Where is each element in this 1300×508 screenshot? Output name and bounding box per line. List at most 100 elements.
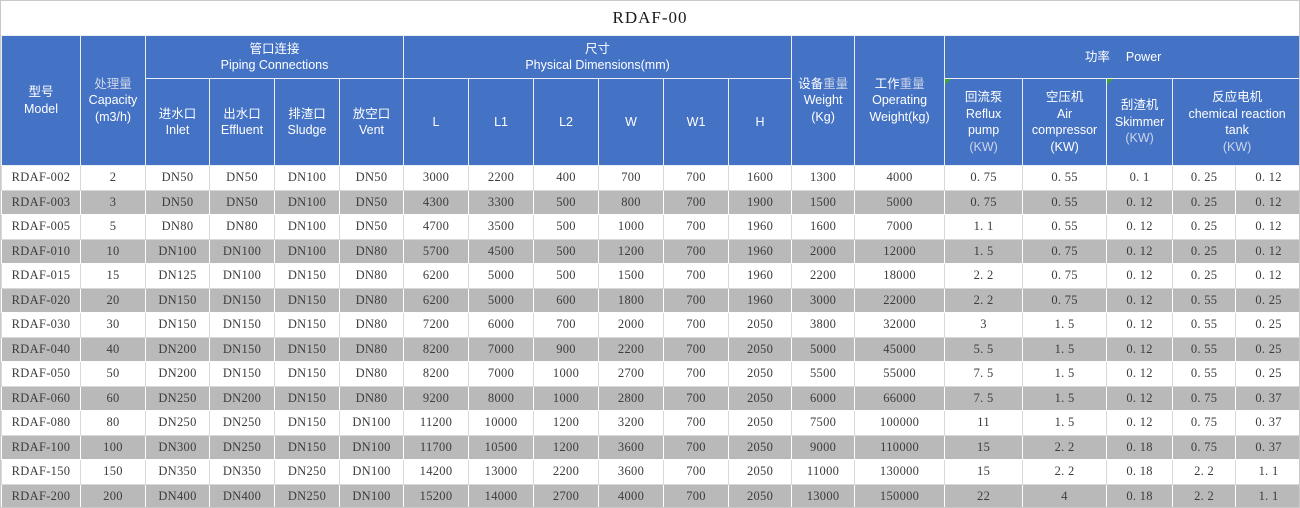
- col-header-L: L: [403, 78, 470, 166]
- cell-reaction-tank-2: 0. 37: [1235, 434, 1299, 460]
- cell-reflux-pump: 0. 75: [944, 165, 1024, 191]
- cell-W: 1500: [598, 263, 665, 289]
- cell-weight: 11000: [791, 459, 856, 485]
- cell-L: 9200: [403, 385, 470, 411]
- cell-L: 8200: [403, 336, 470, 362]
- cell-operating-weight: 18000: [854, 263, 946, 289]
- cell-effluent: DN150: [209, 287, 275, 313]
- cell-air-compressor: 1. 5: [1022, 336, 1108, 362]
- cell-capacity: 10: [80, 238, 146, 264]
- cell-W: 2000: [598, 312, 665, 338]
- cell-reflux-pump: 15: [944, 434, 1024, 460]
- cell-operating-weight: 45000: [854, 336, 946, 362]
- cell-inlet: DN250: [145, 385, 210, 411]
- cell-operating-weight: 32000: [854, 312, 946, 338]
- cell-inlet: DN250: [145, 410, 210, 436]
- cell-H: 1900: [728, 189, 793, 215]
- cell-model: RDAF-060: [1, 385, 81, 411]
- header-group-row: 型号 Model 处理量 Capacity (m3/h) 管口连接 Piping…: [1, 35, 1299, 166]
- cell-skimmer: 0. 12: [1106, 238, 1174, 264]
- cell-vent: DN80: [338, 238, 405, 264]
- cell-weight: 1600: [791, 214, 856, 240]
- cell-vent: DN80: [338, 336, 405, 362]
- cell-L1: 3500: [468, 214, 535, 240]
- cell-L1: 8000: [468, 385, 535, 411]
- cell-sludge: DN100: [274, 214, 340, 240]
- cell-inlet: DN400: [145, 483, 210, 507]
- comment-triangle-icon: [1107, 79, 1114, 85]
- cell-air-compressor: 1. 5: [1022, 361, 1108, 387]
- cell-H: 1960: [728, 287, 793, 313]
- cell-sludge: DN250: [274, 459, 340, 485]
- cell-L2: 400: [533, 165, 600, 191]
- cell-skimmer: 0. 12: [1106, 287, 1174, 313]
- cell-air-compressor: 0. 55: [1022, 165, 1108, 191]
- cell-W1: 700: [663, 165, 730, 191]
- cell-W: 800: [598, 189, 665, 215]
- cell-capacity: 100: [80, 434, 146, 460]
- cell-L1: 13000: [468, 459, 535, 485]
- col-header-air-compressor: 空压机 Air compressor (KW): [1022, 78, 1108, 166]
- cell-effluent: DN150: [209, 336, 275, 362]
- cell-L1: 3300: [468, 189, 535, 215]
- cell-reaction-tank-1: 0. 25: [1172, 214, 1237, 240]
- cell-model: RDAF-040: [1, 336, 81, 362]
- cell-inlet: DN200: [145, 361, 210, 387]
- cell-sludge: DN150: [274, 287, 340, 313]
- col-header-effluent: 出水口 Effluent: [209, 78, 275, 166]
- cell-W: 1200: [598, 238, 665, 264]
- col-header-capacity: 处理量 Capacity (m3/h): [80, 35, 146, 166]
- cell-capacity: 80: [80, 410, 146, 436]
- cell-reaction-tank-1: 0. 25: [1172, 189, 1237, 215]
- cell-inlet: DN125: [145, 263, 210, 289]
- cell-vent: DN100: [338, 434, 405, 460]
- cell-L2: 600: [533, 287, 600, 313]
- cell-vent: DN80: [338, 263, 405, 289]
- cell-sludge: DN100: [274, 189, 340, 215]
- cell-H: 2050: [728, 312, 793, 338]
- cell-sludge: DN150: [274, 361, 340, 387]
- cell-weight: 3000: [791, 287, 856, 313]
- cell-reflux-pump: 7. 5: [944, 361, 1024, 387]
- cell-operating-weight: 5000: [854, 189, 946, 215]
- cell-model: RDAF-002: [1, 165, 81, 191]
- cell-model: RDAF-003: [1, 189, 81, 215]
- cell-L: 5700: [403, 238, 470, 264]
- cell-L2: 700: [533, 312, 600, 338]
- cell-reaction-tank-1: 0. 55: [1172, 361, 1237, 387]
- cell-skimmer: 0. 12: [1106, 189, 1174, 215]
- col-header-sludge: 排渣口 Sludge: [274, 78, 340, 166]
- cell-capacity: 150: [80, 459, 146, 485]
- cell-weight: 7500: [791, 410, 856, 436]
- cell-sludge: DN250: [274, 483, 340, 507]
- col-header-reflux-pump: 回流泵 Reflux pump (KW): [944, 78, 1024, 166]
- cell-L: 14200: [403, 459, 470, 485]
- cell-L: 15200: [403, 483, 470, 507]
- cell-L2: 500: [533, 263, 600, 289]
- cell-reaction-tank-2: 0. 12: [1235, 165, 1299, 191]
- cell-L: 6200: [403, 263, 470, 289]
- cell-W: 3200: [598, 410, 665, 436]
- cell-L2: 2200: [533, 459, 600, 485]
- cell-reaction-tank-2: 1. 1: [1235, 483, 1299, 507]
- group-header-power: 功率 Power: [944, 35, 1299, 79]
- col-header-H: H: [728, 78, 793, 166]
- cell-vent: DN80: [338, 287, 405, 313]
- cell-W: 2700: [598, 361, 665, 387]
- cell-capacity: 40: [80, 336, 146, 362]
- cell-H: 2050: [728, 410, 793, 436]
- cell-inlet: DN150: [145, 312, 210, 338]
- header-sub-row: 进水口 Inlet 出水口 Effluent 排渣口 Sludge 放空口 Ve…: [2, 78, 1299, 166]
- cell-H: 2050: [728, 483, 793, 507]
- cell-effluent: DN200: [209, 385, 275, 411]
- cell-reaction-tank-1: 0. 25: [1172, 263, 1237, 289]
- cell-inlet: DN150: [145, 287, 210, 313]
- cell-skimmer: 0. 12: [1106, 385, 1174, 411]
- cell-reaction-tank-2: 0. 25: [1235, 312, 1299, 338]
- cell-air-compressor: 1. 5: [1022, 385, 1108, 411]
- table-row: RDAF-030 30 DN150 DN150 DN150 DN80 7200 6000 700…: [1, 312, 1299, 338]
- cell-L: 11700: [403, 434, 470, 460]
- col-header-L2: L2: [533, 78, 600, 166]
- cell-H: 1960: [728, 214, 793, 240]
- cell-reaction-tank-2: 0. 12: [1235, 189, 1299, 215]
